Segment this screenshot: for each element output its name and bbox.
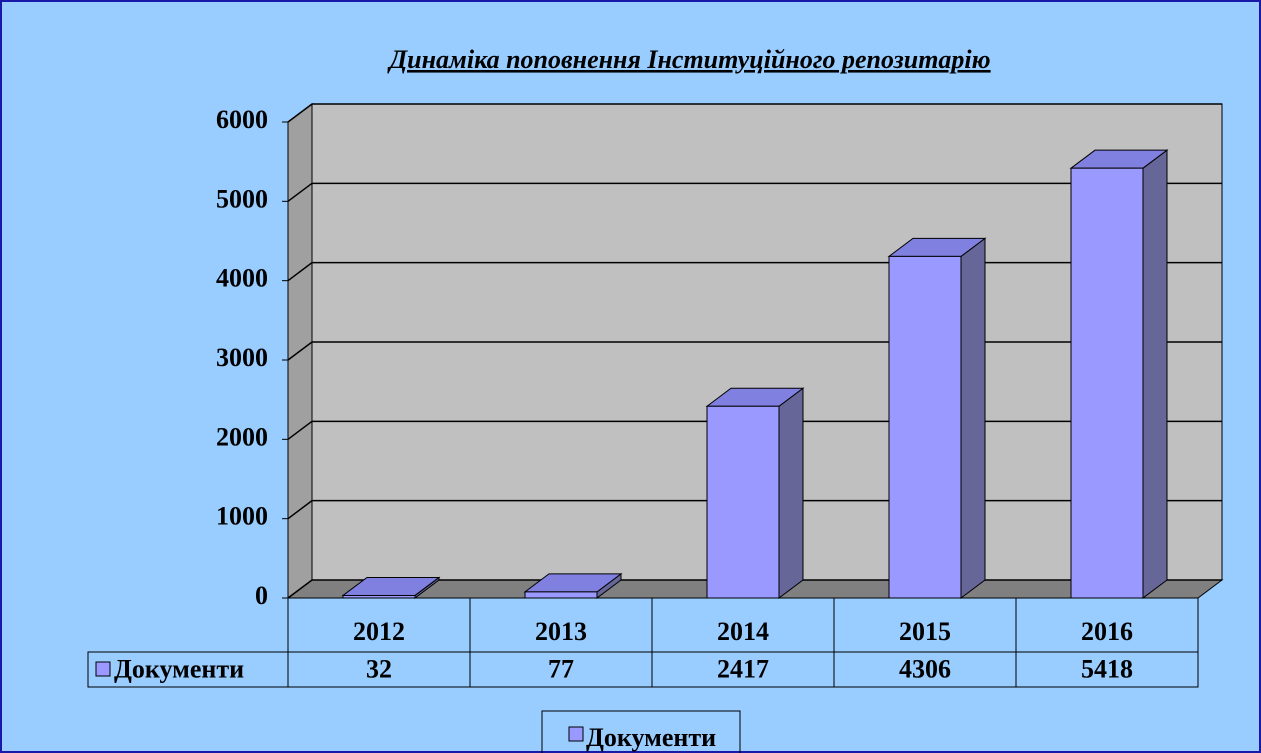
x-tick-label: 2014: [717, 617, 769, 646]
table-value: 32: [366, 654, 392, 683]
y-tick-label: 2000: [216, 422, 268, 451]
table-series-name: Документи: [114, 654, 244, 683]
x-tick-label: 2012: [353, 617, 405, 646]
grid-line: [287, 182, 1222, 202]
table-key-cell: [87, 651, 289, 688]
y-tick-label: 3000: [216, 343, 268, 372]
legend-key: [568, 726, 584, 742]
legend-key: [95, 661, 111, 677]
legend-box: [541, 710, 741, 753]
legend-label: Документи: [586, 723, 716, 752]
table-value: 77: [548, 654, 574, 683]
x-tick-label: 2013: [535, 617, 587, 646]
chart-title: Динаміка поповнення Інституційного репоз…: [387, 45, 990, 74]
bar-side: [778, 387, 804, 599]
y-tick-label: 4000: [216, 264, 268, 293]
bar: [1070, 167, 1144, 599]
y-tick-label: 1000: [216, 502, 268, 531]
plot: 0 1000 2000 3000 4000 5000 6000 Документи 2012 32…: [87, 103, 1224, 753]
table-value: 4306: [899, 654, 951, 683]
y-tick-label: 5000: [216, 184, 268, 213]
y-tick-label: 0: [255, 581, 268, 610]
table-value: 5418: [1081, 654, 1133, 683]
x-tick-label: 2015: [899, 617, 951, 646]
bar-side: [960, 237, 986, 599]
table-border: [287, 598, 1199, 688]
x-tick-label: 2016: [1081, 617, 1133, 646]
bar-side: [1142, 149, 1168, 599]
bar: [524, 591, 598, 599]
bar: [706, 405, 780, 599]
bar: [888, 255, 962, 599]
grid-line: [287, 103, 1222, 123]
table-value: 2417: [717, 654, 769, 683]
y-tick-label: 6000: [216, 105, 268, 134]
